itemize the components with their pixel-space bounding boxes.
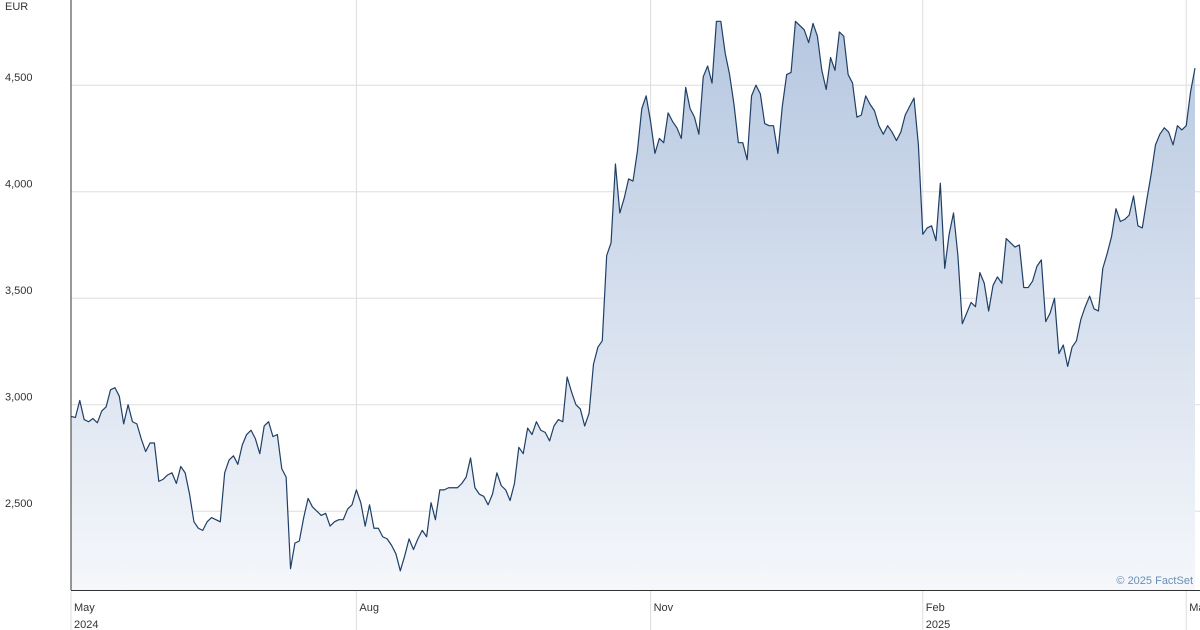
area-series: [70, 20, 1196, 591]
y-tick-label: 2,500: [5, 498, 33, 510]
credit-text: © 2025 FactSet: [1116, 575, 1193, 587]
x-tick-year: 2024: [74, 619, 98, 630]
x-tick-label: Aug: [359, 602, 379, 614]
x-tick-label: May: [1189, 602, 1200, 614]
area-fill: [71, 21, 1195, 591]
y-tick-label: 3,500: [5, 285, 33, 297]
y-tick-label: 3,000: [5, 392, 33, 404]
y-tick-label: 4,500: [5, 72, 33, 84]
price-line: [70, 20, 1196, 572]
currency-label: EUR: [5, 1, 28, 13]
x-tick-label: May: [74, 602, 95, 614]
x-tick-year: 2025: [926, 619, 950, 630]
axis-labels: 2,500 3,000 3,500 4,000 4,500 May 2024 Aug Nov Fe…: [5, 72, 1200, 630]
x-tick-label: Feb: [926, 602, 945, 614]
x-tick-label: Nov: [654, 602, 674, 614]
y-tick-label: 4,000: [5, 179, 33, 191]
axes: [70, 0, 1200, 591]
